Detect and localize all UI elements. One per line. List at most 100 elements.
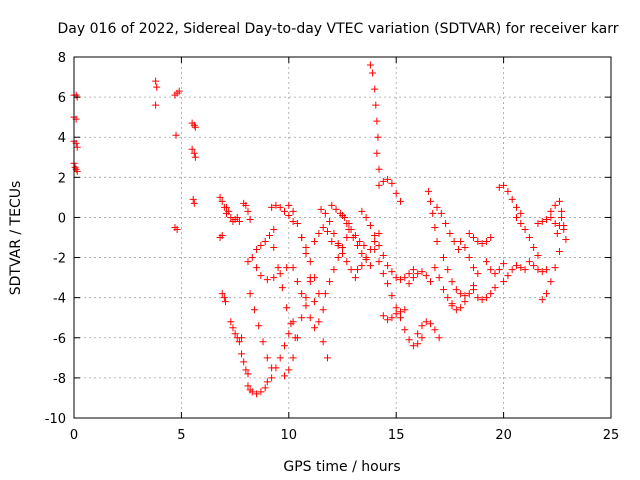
data-point [263,276,271,284]
data-point [482,294,490,302]
data-point [317,205,325,213]
data-point [487,266,495,274]
data-point [384,262,392,270]
data-point [379,177,387,185]
data-point [175,87,183,95]
data-point [366,262,374,270]
y-tick-label: 6 [58,91,66,106]
data-point [334,240,342,248]
data-point [190,149,198,157]
data-point [287,320,295,328]
data-point [289,217,297,225]
data-point [491,284,499,292]
data-point [379,252,387,260]
data-point [371,85,379,93]
x-tick-label: 5 [177,428,185,443]
data-point [374,133,382,141]
data-point [347,266,355,274]
data-point [248,388,256,396]
data-point [433,238,441,246]
data-point [538,268,546,276]
data-point [289,354,297,362]
data-point [487,234,495,241]
data-points [70,61,570,398]
data-point [414,340,422,348]
data-point [240,358,248,366]
data-point [263,378,271,386]
data-point [558,213,566,221]
data-point [525,234,533,241]
data-point [278,284,286,292]
data-point [231,330,239,338]
data-point [431,326,439,334]
data-point [560,225,568,233]
data-point [356,238,364,246]
data-point [448,302,456,310]
data-point [431,264,439,272]
data-point [319,306,327,314]
data-point [191,123,199,131]
data-point [530,262,538,270]
data-point [508,266,516,274]
data-point [409,266,417,274]
data-point [270,244,278,252]
data-point [311,274,319,282]
data-point [547,278,555,286]
data-point [392,304,400,312]
data-point [218,290,226,298]
data-point [405,336,413,344]
data-point [272,201,280,209]
data-point [242,366,250,374]
data-point [555,248,563,256]
data-point [474,270,482,278]
data-point [396,314,404,322]
y-tick-label: -8 [53,372,66,387]
data-point [478,240,486,248]
data-point [534,219,542,227]
data-point [369,69,377,77]
data-point [500,278,508,286]
data-point [323,354,331,362]
data-point [547,213,555,221]
data-point [276,203,284,211]
data-point [311,324,319,332]
data-point [409,274,417,282]
data-point [422,272,430,280]
data-point [233,213,241,221]
data-point [270,274,278,282]
data-point [283,304,291,312]
data-point [73,143,81,151]
data-point [283,264,291,272]
data-point [326,217,334,225]
data-point [461,298,469,306]
data-point [414,330,422,338]
y-tick-label: -4 [53,292,66,307]
data-point [238,350,246,358]
data-point [306,314,314,322]
data-point [172,131,180,139]
data-point [235,217,243,225]
data-point [349,234,357,241]
data-point [508,195,516,203]
x-axis-title: GPS time / hours [283,459,400,475]
data-point [330,266,338,274]
data-point [373,149,381,157]
data-point [452,286,460,294]
data-point [392,310,400,318]
data-point [261,238,269,246]
data-point [392,189,400,197]
data-point [328,201,336,209]
data-point [354,266,362,274]
data-point [452,306,460,314]
data-point [500,260,508,268]
y-tick-label: 2 [58,171,66,186]
data-point [401,274,409,282]
data-point [384,280,392,288]
data-point [334,254,342,262]
data-point [285,201,293,209]
data-point [375,242,383,250]
data-point [435,334,443,342]
data-point [315,318,323,326]
data-point [396,276,404,284]
data-point [229,324,237,332]
